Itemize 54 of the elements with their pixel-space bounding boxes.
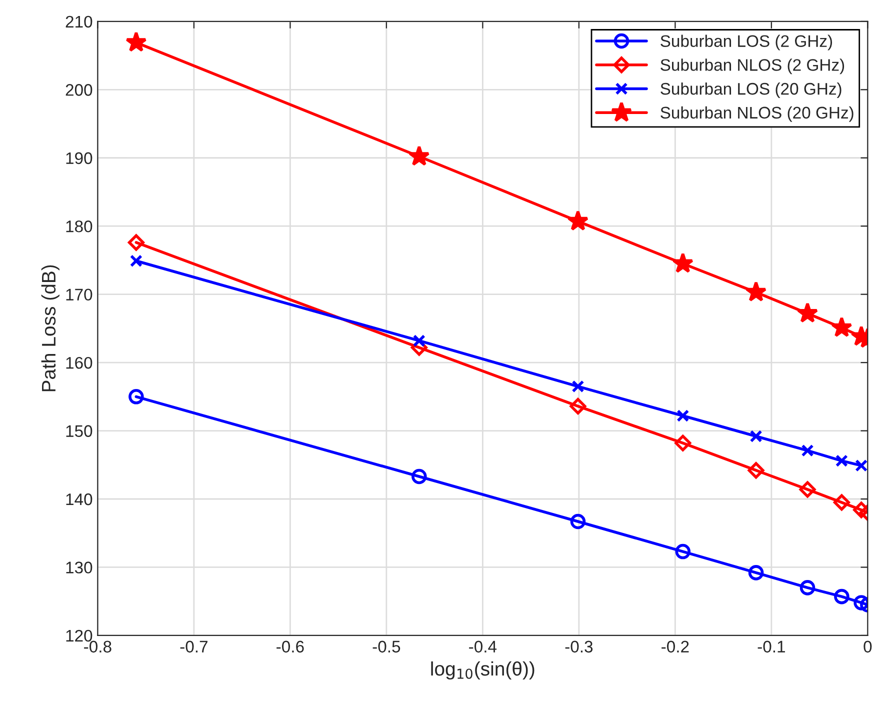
point (408, 145, 430, 166)
x-tick-label: -0.4 (469, 640, 497, 653)
y-tick-label: 130 (66, 562, 92, 574)
y-tick-label: 120 (66, 630, 92, 642)
point (567, 210, 589, 231)
point (675, 544, 691, 560)
y-tick-label: 160 (66, 356, 92, 369)
y-tick-label: 190 (66, 152, 92, 164)
y-tick-label: 210 (66, 16, 92, 28)
point (835, 454, 848, 468)
y-tick-label: 170 (66, 288, 92, 301)
point (799, 481, 816, 498)
point (126, 31, 147, 52)
point (801, 444, 814, 457)
point (834, 588, 850, 604)
point (676, 410, 690, 422)
x-tick-label: -0.2 (662, 640, 689, 653)
point (833, 494, 850, 511)
point (572, 380, 584, 393)
y-tick-label: 150 (66, 425, 92, 437)
point (412, 334, 426, 347)
x-tick-label: -0.5 (372, 640, 400, 653)
point (831, 316, 852, 338)
point (672, 252, 694, 273)
legend-label: Suburban LOS (2 GHz) (660, 34, 832, 50)
x-tick-label: -0.3 (565, 640, 593, 653)
point (128, 389, 144, 404)
point (674, 434, 692, 452)
legend-label: Suburban LOS (20 GHz) (660, 82, 842, 98)
y-tick-label: 180 (66, 220, 92, 232)
x-tick-label: -0.1 (758, 640, 785, 653)
point (570, 398, 586, 414)
point (130, 254, 142, 268)
x-tick-label: -0.8 (84, 640, 112, 653)
x-tick-label: -0.6 (276, 640, 304, 653)
point (854, 595, 868, 610)
legend-label: Suburban NLOS (2 GHz) (660, 58, 844, 74)
legend-label: Suburban NLOS (20 GHz) (660, 106, 854, 122)
point (128, 234, 144, 251)
point (570, 514, 586, 530)
y-axis-title: Path Loss (dB) (41, 265, 60, 392)
point (748, 462, 764, 479)
point (796, 302, 818, 323)
x-tick-label: 0 (864, 640, 872, 653)
point (855, 459, 868, 472)
y-tick-label: 200 (66, 84, 92, 96)
point (800, 580, 816, 596)
x-tick-label: -0.7 (180, 640, 208, 653)
point (412, 468, 427, 484)
point (750, 430, 762, 442)
point (745, 281, 767, 302)
point (748, 565, 764, 580)
y-tick-label: 140 (66, 493, 92, 506)
x-axis-title: log$_{10}$(sin(θ)) (431, 661, 534, 680)
